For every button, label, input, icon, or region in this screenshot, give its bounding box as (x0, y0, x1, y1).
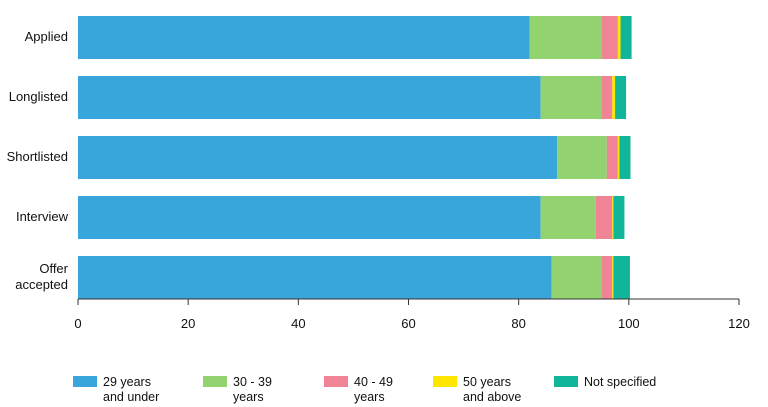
x-tick-label: 80 (511, 316, 525, 331)
bar-applied-50-years-and-above (617, 16, 621, 59)
x-tick-label: 60 (401, 316, 415, 331)
bar-offer-accepted-50-years-and-above (612, 256, 614, 299)
bar-interview-29-years-and-under (78, 196, 541, 239)
bar-interview-40-49-years (595, 196, 613, 239)
legend-swatch (554, 376, 578, 387)
legend-label: years (233, 390, 264, 404)
legend-label: 29 years (103, 375, 151, 389)
bar-longlisted-not-specified (615, 76, 627, 119)
category-label: Longlisted (9, 89, 68, 104)
x-tick-label: 120 (728, 316, 750, 331)
bar-longlisted-50-years-and-above (612, 76, 616, 119)
bar-longlisted-40-49-years (601, 76, 613, 119)
bar-shortlisted-29-years-and-under (78, 136, 558, 179)
x-tick-label: 20 (181, 316, 195, 331)
legend-label: Not specified (584, 375, 656, 389)
legend-label: and above (463, 390, 521, 404)
legend-label: and under (103, 390, 159, 404)
legend-swatch (203, 376, 227, 387)
category-label: Offer (39, 261, 68, 276)
x-tick-label: 40 (291, 316, 305, 331)
legend-item-not-specified: Not specified (554, 375, 656, 389)
legend-swatch (73, 376, 97, 387)
legend-swatch (324, 376, 348, 387)
category-label: accepted (15, 277, 68, 292)
bar-interview-30-39-years (540, 196, 596, 239)
bar-offer-accepted-29-years-and-under (78, 256, 552, 299)
x-tick-label: 100 (618, 316, 640, 331)
legend-label: years (354, 390, 385, 404)
category-labels: Applied Longlisted Shortlisted Interview Off… (7, 29, 69, 292)
bar-shortlisted-50-years-and-above (617, 136, 620, 179)
bar-offer-accepted-40-49-years (601, 256, 613, 299)
bar-applied-30-39-years (529, 16, 602, 59)
bar-offer-accepted-30-39-years (551, 256, 602, 299)
category-label: Shortlisted (7, 149, 68, 164)
bar-applied-not-specified (620, 16, 632, 59)
x-tick-label: 0 (74, 316, 81, 331)
legend-label: 50 years (463, 375, 511, 389)
bar-applied-29-years-and-under (78, 16, 530, 59)
bar-longlisted-30-39-years (540, 76, 602, 119)
legend-label: 30 - 39 (233, 375, 272, 389)
bar-shortlisted-not-specified (619, 136, 631, 179)
bar-applied-40-49-years (601, 16, 618, 59)
bars-group (78, 16, 632, 299)
bar-longlisted-29-years-and-under (78, 76, 541, 119)
legend-swatch (433, 376, 457, 387)
category-label: Interview (16, 209, 69, 224)
category-label: Applied (25, 29, 68, 44)
bar-interview-not-specified (613, 196, 625, 239)
legend-label: 40 - 49 (354, 375, 393, 389)
bar-interview-50-years-and-above (612, 196, 614, 239)
bar-shortlisted-40-49-years (606, 136, 618, 179)
bar-offer-accepted-not-specified (613, 256, 630, 299)
bar-shortlisted-30-39-years (557, 136, 607, 179)
x-axis-ticks: 0 20 40 60 80 100 120 (74, 299, 750, 331)
